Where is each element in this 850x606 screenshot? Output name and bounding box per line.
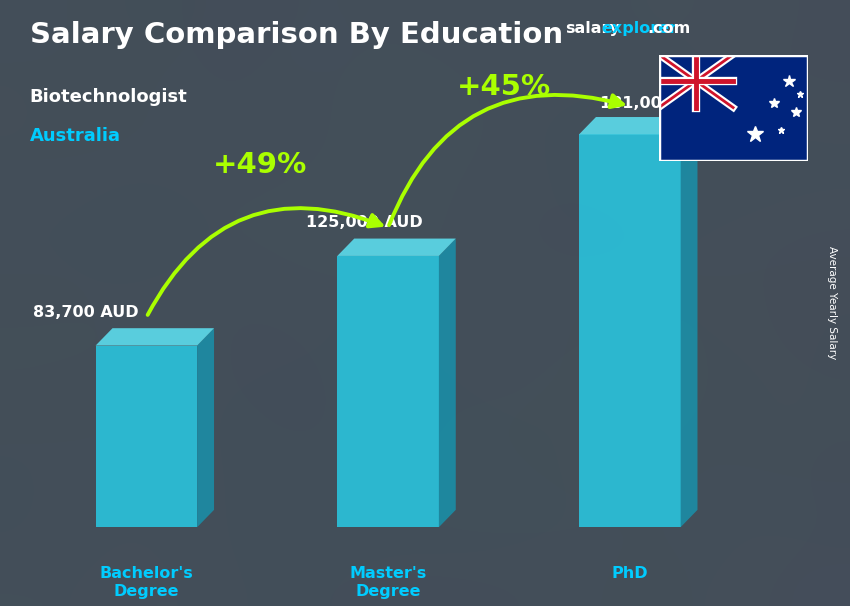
Polygon shape: [95, 345, 197, 527]
Text: Biotechnologist: Biotechnologist: [30, 88, 188, 106]
Text: PhD: PhD: [611, 566, 648, 581]
Text: 83,700 AUD: 83,700 AUD: [33, 305, 139, 319]
Polygon shape: [337, 239, 456, 256]
Text: explorer: explorer: [601, 21, 677, 36]
Text: 181,000 AUD: 181,000 AUD: [600, 96, 717, 110]
Polygon shape: [337, 256, 439, 527]
Polygon shape: [197, 328, 214, 527]
Text: .com: .com: [648, 21, 691, 36]
Text: salary: salary: [565, 21, 620, 36]
Text: Average Yearly Salary: Average Yearly Salary: [827, 247, 837, 359]
Text: Salary Comparison By Education: Salary Comparison By Education: [30, 21, 563, 49]
Polygon shape: [659, 55, 808, 161]
Text: +49%: +49%: [212, 151, 307, 179]
Text: Australia: Australia: [30, 127, 121, 145]
Text: Bachelor's
Degree: Bachelor's Degree: [99, 566, 193, 599]
Polygon shape: [579, 135, 681, 527]
Text: Master's
Degree: Master's Degree: [349, 566, 427, 599]
Text: 125,000 AUD: 125,000 AUD: [305, 215, 422, 230]
Text: +45%: +45%: [457, 73, 551, 101]
Polygon shape: [95, 328, 214, 345]
Polygon shape: [681, 117, 698, 527]
Polygon shape: [579, 117, 698, 135]
Polygon shape: [439, 239, 456, 527]
